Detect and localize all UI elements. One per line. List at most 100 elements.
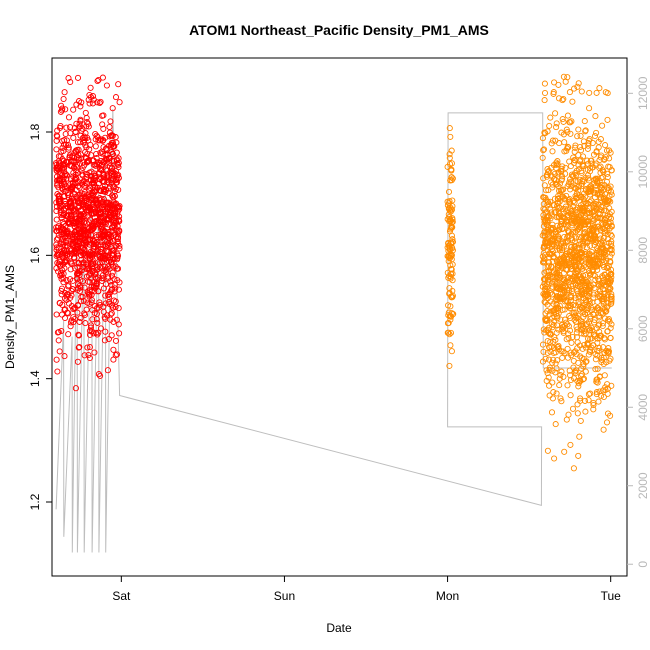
data-point-series-2 [574, 133, 581, 140]
data-point-series-1 [65, 310, 72, 317]
data-point-series-2 [555, 183, 562, 190]
data-point-series-1 [106, 129, 113, 136]
data-point-series-2 [551, 79, 558, 86]
data-point-series-2 [541, 216, 549, 223]
data-point-series-2 [577, 417, 584, 424]
data-point-series-2 [594, 335, 601, 342]
data-point-series-1 [89, 316, 96, 323]
data-point-series-1 [108, 214, 115, 221]
data-point-series-1 [58, 102, 65, 109]
data-point-series-1 [78, 293, 85, 300]
data-point-series-2 [563, 239, 570, 246]
data-point-series-1 [103, 233, 110, 240]
data-point-series-1 [110, 250, 117, 257]
data-point-series-2 [585, 217, 592, 224]
data-point-series-2 [594, 365, 601, 372]
data-point-series-2 [575, 359, 582, 366]
data-point-series-1 [86, 354, 93, 362]
data-point-series-2 [564, 112, 571, 119]
data-point-series-1 [108, 332, 115, 339]
data-point-series-2 [601, 372, 608, 379]
data-point-series-1 [112, 218, 120, 225]
data-point-series-2 [544, 216, 551, 224]
data-point-series-2 [549, 359, 556, 366]
data-point-series-2 [549, 379, 556, 386]
data-point-series-2 [560, 193, 567, 200]
data-point-series-2 [592, 205, 600, 212]
data-point-series-2 [608, 300, 615, 307]
data-point-series-2 [544, 169, 552, 176]
data-point-series-1 [62, 130, 69, 138]
data-point-series-2 [594, 266, 601, 273]
data-point-series-2 [565, 323, 572, 330]
data-point-series-2 [552, 137, 559, 144]
data-point-series-2 [449, 216, 456, 223]
y-tick-label: 1.2 [28, 493, 42, 510]
data-point-series-1 [78, 260, 85, 267]
data-point-series-1 [97, 187, 104, 194]
data-point-series-2 [556, 226, 563, 233]
data-point-series-1 [105, 239, 112, 247]
data-point-series-2 [553, 120, 560, 127]
data-point-series-1 [88, 284, 95, 291]
data-point-series-1 [103, 247, 110, 254]
data-point-series-1 [65, 146, 72, 153]
data-point-series-2 [596, 292, 603, 299]
data-point-series-2 [564, 222, 571, 229]
data-point-series-2 [607, 259, 614, 266]
data-point-series-2 [569, 333, 576, 341]
data-point-series-2 [546, 122, 553, 129]
data-point-series-2 [561, 139, 568, 146]
data-point-series-2 [544, 349, 551, 356]
data-point-series-2 [604, 236, 611, 243]
data-point-series-1 [102, 200, 109, 207]
data-point-series-2 [593, 89, 600, 96]
data-point-series-2 [600, 344, 607, 351]
chart-title: ATOM1 Northeast_Pacific Density_PM1_AMS [189, 22, 489, 38]
data-point-series-2 [574, 410, 581, 417]
data-point-series-2 [567, 392, 574, 399]
data-point-series-1 [87, 324, 94, 331]
data-point-series-1 [84, 158, 91, 165]
data-point-series-2 [589, 266, 596, 273]
data-point-series-2 [580, 242, 587, 249]
scatter-points-layer [53, 73, 615, 472]
data-point-series-1 [90, 177, 97, 184]
data-point-series-1 [74, 358, 81, 365]
data-point-series-2 [546, 366, 553, 373]
data-point-series-2 [587, 390, 594, 397]
data-point-series-2 [591, 319, 598, 326]
data-point-series-2 [447, 208, 454, 215]
data-point-series-2 [580, 272, 587, 279]
data-point-series-1 [103, 82, 110, 89]
data-point-series-2 [540, 276, 548, 283]
data-point-series-2 [542, 282, 549, 290]
data-point-series-2 [571, 249, 578, 256]
data-point-series-2 [574, 183, 581, 191]
data-point-series-1 [56, 348, 63, 355]
data-point-series-1 [86, 252, 93, 259]
data-point-series-1 [60, 95, 67, 103]
data-point-series-1 [101, 337, 108, 344]
data-point-series-2 [445, 188, 453, 195]
data-point-series-2 [577, 395, 584, 402]
data-point-series-1 [60, 270, 67, 277]
data-point-series-2 [592, 356, 599, 363]
data-point-series-1 [55, 177, 62, 184]
data-point-series-2 [607, 253, 614, 260]
data-point-series-2 [603, 419, 611, 426]
data-point-series-2 [581, 142, 588, 149]
data-point-series-2 [577, 322, 584, 329]
data-point-series-2 [559, 326, 566, 333]
data-point-series-2 [540, 326, 547, 333]
data-point-series-2 [567, 163, 574, 170]
data-point-series-2 [555, 326, 562, 333]
data-point-series-1 [108, 302, 115, 309]
data-point-series-2 [546, 382, 553, 389]
data-point-series-2 [549, 137, 556, 144]
data-point-series-2 [564, 382, 571, 389]
data-point-series-1 [73, 101, 80, 108]
data-point-series-2 [556, 294, 563, 301]
data-point-series-2 [543, 377, 550, 384]
data-point-series-2 [585, 260, 592, 267]
